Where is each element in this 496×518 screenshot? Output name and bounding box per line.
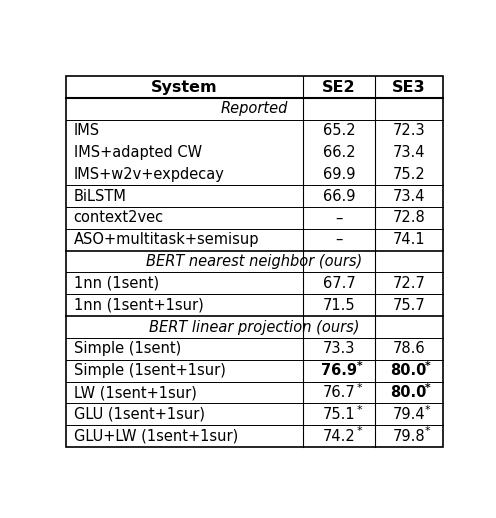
Text: 80.0: 80.0 [390, 385, 427, 400]
Text: 74.1: 74.1 [392, 232, 425, 247]
Text: BERT nearest neighbor (ours): BERT nearest neighbor (ours) [146, 254, 362, 269]
Text: *: * [357, 361, 362, 371]
Text: 66.2: 66.2 [323, 145, 356, 160]
Text: *: * [425, 426, 431, 436]
Text: BERT linear projection (ours): BERT linear projection (ours) [149, 320, 360, 335]
Text: GLU+LW (1sent+1sur): GLU+LW (1sent+1sur) [73, 429, 238, 443]
Text: IMS: IMS [73, 123, 100, 138]
Text: 75.1: 75.1 [323, 407, 356, 422]
Text: 75.7: 75.7 [392, 298, 425, 313]
Text: 72.7: 72.7 [392, 276, 425, 291]
Text: Simple (1sent): Simple (1sent) [73, 341, 181, 356]
Text: SE3: SE3 [392, 80, 426, 94]
Text: *: * [357, 405, 362, 414]
Text: 72.8: 72.8 [392, 210, 425, 225]
Text: 73.4: 73.4 [392, 145, 425, 160]
Text: 65.2: 65.2 [323, 123, 356, 138]
Text: 73.3: 73.3 [323, 341, 355, 356]
Text: 76.7: 76.7 [323, 385, 356, 400]
Text: 76.9: 76.9 [321, 363, 357, 378]
Text: 72.3: 72.3 [392, 123, 425, 138]
Text: *: * [425, 405, 431, 414]
Text: 71.5: 71.5 [323, 298, 356, 313]
Text: 73.4: 73.4 [392, 189, 425, 204]
Text: *: * [425, 361, 431, 371]
Text: 1nn (1sent): 1nn (1sent) [73, 276, 159, 291]
Text: LW (1sent+1sur): LW (1sent+1sur) [73, 385, 196, 400]
Text: 78.6: 78.6 [392, 341, 425, 356]
Text: 67.7: 67.7 [323, 276, 356, 291]
Text: –: – [335, 210, 343, 225]
Text: IMS+w2v+expdecay: IMS+w2v+expdecay [73, 167, 224, 182]
Text: 80.0: 80.0 [390, 363, 427, 378]
Text: SE2: SE2 [322, 80, 356, 94]
Text: 69.9: 69.9 [323, 167, 356, 182]
Text: Reported: Reported [221, 102, 288, 117]
Text: ASO+multitask+semisup: ASO+multitask+semisup [73, 232, 259, 247]
Text: BiLSTM: BiLSTM [73, 189, 126, 204]
Text: IMS+adapted CW: IMS+adapted CW [73, 145, 202, 160]
Text: 79.8: 79.8 [392, 429, 425, 443]
Text: *: * [357, 426, 362, 436]
Text: context2vec: context2vec [73, 210, 164, 225]
Text: Simple (1sent+1sur): Simple (1sent+1sur) [73, 363, 225, 378]
Text: 75.2: 75.2 [392, 167, 425, 182]
Text: –: – [335, 232, 343, 247]
Text: System: System [151, 80, 218, 94]
Text: GLU (1sent+1sur): GLU (1sent+1sur) [73, 407, 204, 422]
Text: 79.4: 79.4 [392, 407, 425, 422]
Text: *: * [425, 383, 431, 393]
Text: 74.2: 74.2 [323, 429, 356, 443]
Text: 66.9: 66.9 [323, 189, 356, 204]
Text: 1nn (1sent+1sur): 1nn (1sent+1sur) [73, 298, 203, 313]
Text: *: * [357, 383, 362, 393]
